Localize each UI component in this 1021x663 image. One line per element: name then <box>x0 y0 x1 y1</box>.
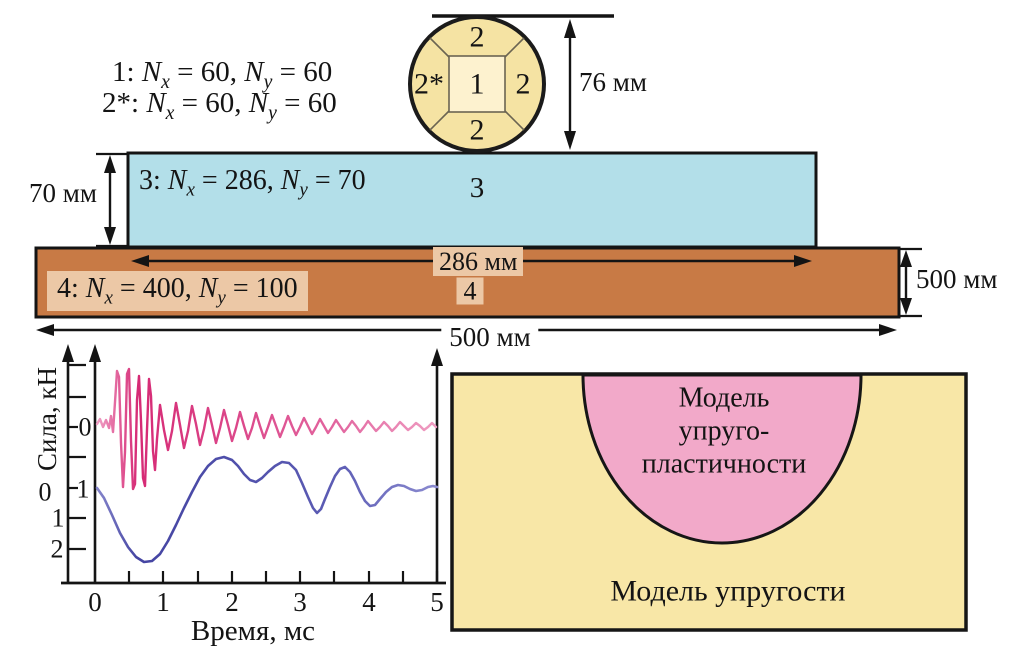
mesh-legend-line-2: 2*: Nx = 60, Ny = 60 <box>102 87 337 124</box>
dim-76-arrowhead-down <box>564 131 576 150</box>
chart-y-outer-label-0: 0 <box>38 477 52 507</box>
chart-x-tick-1: 1 <box>156 586 170 617</box>
chart-y-inner-label-0: 0 <box>78 412 92 442</box>
dim-500b-arrowhead-left <box>36 324 54 336</box>
cylinder-label-bottom: 2 <box>469 113 485 147</box>
chart-y-ticks <box>68 363 86 551</box>
chart-y-outer-label-2: 2 <box>50 534 64 564</box>
chart-y-outer-label-1: 1 <box>51 503 65 533</box>
dim-286-label: 286 мм <box>433 247 524 277</box>
chart-y-axis-title: Сила, кН <box>31 366 62 472</box>
plastic-model-label-line3: пластичности <box>641 448 807 480</box>
chart-x-axis-title: Время, мс <box>190 614 316 647</box>
chart-x-tick-2: 2 <box>225 586 239 617</box>
cylinder-label-left: 2* <box>414 67 444 101</box>
curve-impact-force-blue <box>95 455 439 564</box>
cylinder-label-right: 2 <box>515 67 531 101</box>
chart-x-tick-0: 0 <box>88 586 102 617</box>
cylinder-divider-ne <box>504 37 525 58</box>
cylinder-divider-sw <box>429 110 450 131</box>
dim-500b-arrowhead-right <box>879 324 897 336</box>
cylinder-label-top: 2 <box>469 20 485 54</box>
cylinder-divider-nw <box>429 37 450 58</box>
chart-x-tick-5: 5 <box>430 586 444 617</box>
cylinder-divider-se <box>504 110 525 131</box>
chart-y-inner-label-1: 1 <box>76 474 90 504</box>
curve-contact-force-pink <box>95 367 438 491</box>
dim-500-right-label: 500 мм <box>916 264 998 294</box>
dim-286-arrowhead-right <box>794 255 812 267</box>
plastic-zone-half-disc <box>581 373 863 545</box>
plate-mesh-formula: 3: Nx = 286, Ny = 70 <box>139 165 366 201</box>
dim-500r-arrowhead-up <box>900 250 912 267</box>
slab-tag: 4 <box>456 277 484 305</box>
chart-outer-y-arrowhead <box>62 344 74 362</box>
dim-76-label: 76 мм <box>579 67 647 97</box>
mesh-legend-line-1: 1: Nx = 60, Ny = 60 <box>112 56 333 93</box>
dim-76-arrowhead-up <box>564 19 576 38</box>
dim-70-arrowhead-down <box>104 227 116 245</box>
elastic-model-label: Модель упругости <box>610 574 846 608</box>
chart-x-ticks <box>127 571 439 583</box>
chart-x-tick-3: 3 <box>293 586 307 617</box>
slab-mesh-formula: 4: Nx = 400, Ny = 100 <box>47 271 308 312</box>
cylinder-label-center: 1 <box>469 67 485 101</box>
plastic-model-label-line2: упруго- <box>678 415 770 447</box>
chart-right-arrowhead <box>431 348 443 366</box>
cylinder-core-region-1 <box>448 55 506 113</box>
dim-286-arrowhead-left <box>131 255 149 267</box>
plate-tag: 3 <box>469 171 485 204</box>
dim-500-bottom-label: 500 мм <box>441 321 539 353</box>
dim-70-label: 70 мм <box>29 177 97 208</box>
dim-70-arrowhead-up <box>104 155 116 173</box>
chart-x-tick-4: 4 <box>362 586 376 617</box>
chart-inner-y-arrowhead <box>89 344 101 362</box>
plate-region-3 <box>126 151 818 249</box>
dim-500r-arrowhead-down <box>900 298 912 315</box>
plastic-model-label-line1: Модель <box>678 382 770 414</box>
